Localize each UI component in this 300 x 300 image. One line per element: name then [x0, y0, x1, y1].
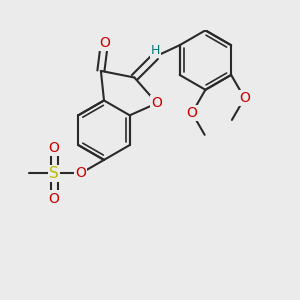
Text: O: O: [49, 191, 59, 206]
Text: O: O: [187, 106, 197, 120]
Text: O: O: [239, 91, 250, 105]
Text: S: S: [49, 166, 59, 181]
Text: O: O: [49, 141, 59, 155]
Text: O: O: [75, 166, 86, 180]
Text: O: O: [99, 36, 110, 50]
Text: H: H: [151, 44, 160, 56]
Text: O: O: [152, 96, 162, 110]
